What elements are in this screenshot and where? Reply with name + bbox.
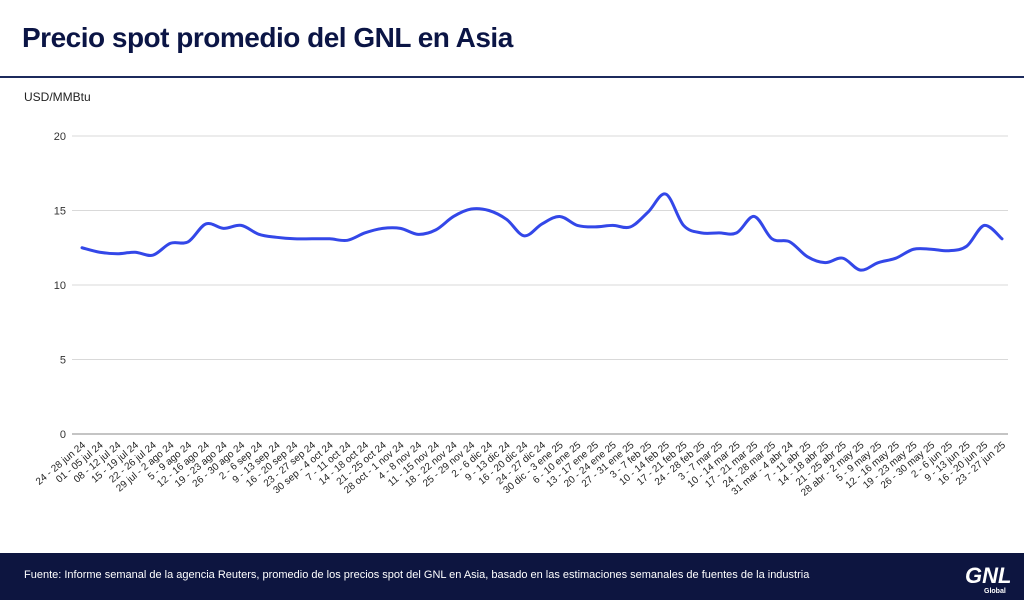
data-point — [399, 227, 402, 230]
data-point — [576, 224, 579, 227]
data-point — [364, 231, 367, 234]
data-point — [222, 227, 225, 230]
y-tick-label: 5 — [60, 355, 66, 367]
data-point — [558, 215, 561, 218]
data-point — [629, 225, 632, 228]
y-axis-ticks: 0 5 10 15 20 — [54, 131, 66, 441]
y-axis-label: USD/MMBtu — [24, 90, 91, 104]
data-point — [647, 210, 650, 213]
data-point — [912, 248, 915, 251]
data-point — [240, 224, 243, 227]
title-divider — [0, 76, 1024, 78]
y-tick-label: 20 — [54, 131, 66, 143]
data-point — [859, 269, 862, 272]
data-point — [328, 237, 331, 240]
data-point — [965, 245, 968, 248]
data-point — [771, 237, 774, 240]
data-point — [346, 239, 349, 242]
data-point — [841, 257, 844, 260]
data-point — [293, 237, 296, 240]
page-title: Precio spot promedio del GNL en Asia — [22, 22, 513, 53]
data-point — [788, 240, 791, 243]
y-tick-label: 10 — [54, 280, 66, 292]
data-point — [523, 234, 526, 237]
footer-bar: Fuente: Informe semanal de la agencia Re… — [0, 553, 1024, 600]
data-point — [541, 222, 544, 225]
data-point — [824, 261, 827, 264]
data-point — [717, 231, 720, 234]
y-tick-label: 0 — [60, 429, 66, 441]
data-points — [81, 193, 1004, 272]
data-point — [434, 228, 437, 231]
data-point — [81, 246, 84, 249]
data-point — [470, 208, 473, 211]
data-point — [116, 252, 119, 255]
data-point — [134, 251, 137, 254]
data-point — [947, 249, 950, 252]
data-point — [894, 257, 897, 260]
source-note: Fuente: Informe semanal de la agencia Re… — [24, 569, 810, 581]
data-point — [682, 224, 685, 227]
data-point — [505, 218, 508, 221]
data-point — [611, 224, 614, 227]
data-point — [98, 251, 101, 254]
data-point — [381, 227, 384, 230]
data-point — [753, 215, 756, 218]
price-series-line — [80, 192, 1004, 272]
data-point — [151, 254, 154, 257]
data-point — [169, 242, 172, 245]
data-point — [664, 193, 667, 196]
data-point — [417, 233, 420, 236]
gridlines — [72, 135, 1008, 435]
data-point — [1001, 237, 1004, 240]
data-point — [700, 231, 703, 234]
data-point — [487, 209, 490, 212]
data-point — [257, 233, 260, 236]
y-tick-label: 15 — [54, 206, 66, 218]
data-point — [204, 222, 207, 225]
data-point — [877, 261, 880, 264]
data-point — [806, 255, 809, 258]
data-point — [275, 236, 278, 239]
data-point — [452, 215, 455, 218]
data-point — [594, 225, 597, 228]
gnl-global-logo: GNL Global — [965, 563, 1010, 595]
data-point — [735, 231, 738, 234]
data-point — [187, 240, 190, 243]
logo-text: GNL — [965, 563, 1010, 588]
logo-subtext: Global — [984, 588, 1006, 595]
data-point — [930, 248, 933, 251]
data-point — [311, 237, 314, 240]
data-point — [983, 224, 986, 227]
